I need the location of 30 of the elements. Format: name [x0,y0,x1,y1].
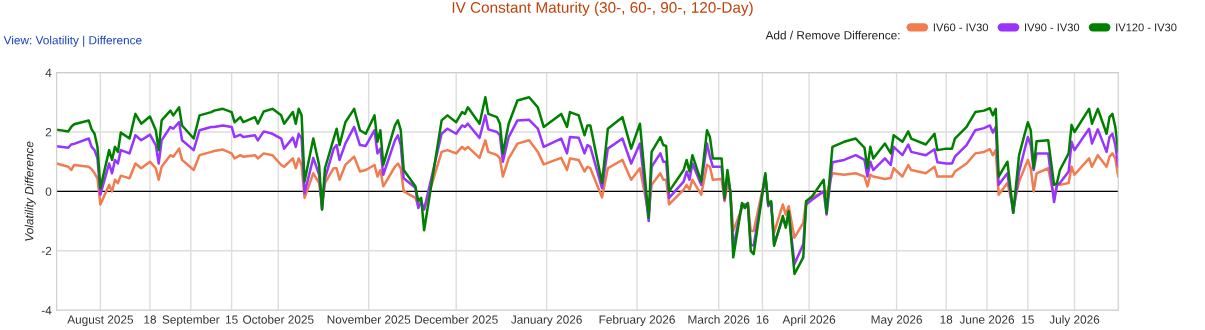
x-tick-label: September [162,315,220,327]
x-tick-label: February 2026 [599,315,675,327]
x-tick-label: July 2026 [1049,315,1100,327]
x-tick-label: April 2026 [782,315,836,327]
x-tick-label: May 2026 [871,315,922,327]
x-tick-label: June 2026 [959,315,1015,324]
y-tick-label: 4 [45,68,52,77]
y-axis-title: Volatility Difference [24,141,36,241]
chart-title: IV Constant Maturity (30-, 60-, 90-, 120-Day) [452,1,753,16]
x-tick-label: 15 [225,315,238,324]
text: Add / Remove Difference: [765,30,900,40]
x-tick-label: November 2025 [327,315,411,324]
y-tick-label: -2 [41,246,52,256]
legend-label: IV90 - IV30 [1025,23,1080,32]
text: View: Volatility | Difference [3,35,142,47]
legend-label: IV120 - IV30 [1116,23,1177,32]
x-tick-label: 15 [1022,315,1034,324]
y-tick-label: -4 [41,306,52,315]
line-series [56,96,1119,276]
y-tick-label: 2 [45,128,52,137]
legend-label: IV60 - IV30 [933,23,989,32]
x-tick-label: August 2025 [67,315,134,327]
x-tick-label: October 2025 [243,315,314,324]
x-tick-label: January 2026 [511,315,582,327]
y-tick-label: 0 [45,187,52,196]
x-tick-label: December 2025 [415,315,498,324]
x-tick-label: 18 [940,315,953,324]
x-tick-label: 18 [144,315,157,324]
x-tick-label: 16 [756,315,769,324]
x-tick-label: March 2026 [688,315,750,324]
